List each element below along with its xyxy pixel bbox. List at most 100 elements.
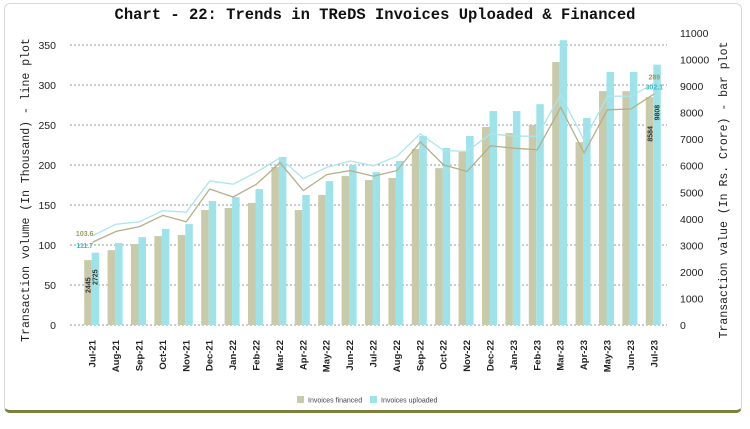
bar-financed [365, 180, 373, 325]
bar-data-label: 9808 [654, 105, 661, 121]
bar-uploaded [302, 194, 310, 325]
x-tick-label: Jan-23 [509, 340, 520, 370]
bar-uploaded [278, 156, 287, 325]
left-tick-label: 300 [38, 80, 56, 92]
right-tick-label: 9000 [680, 81, 704, 93]
bar-financed [599, 91, 607, 325]
right-tick-label: 4000 [680, 214, 704, 226]
left-tick-label: 250 [38, 120, 56, 132]
bar-uploaded [372, 172, 380, 325]
bar-uploaded [138, 237, 146, 325]
bar-financed [107, 250, 116, 325]
x-tick-label: Mar-23 [556, 340, 567, 371]
right-tick-label: 5000 [680, 187, 704, 199]
left-tick-label: 100 [38, 240, 56, 252]
bar-uploaded [349, 164, 357, 325]
right-tick-label: 1000 [680, 293, 704, 305]
bar-financed [575, 142, 584, 325]
x-tick-label: Aug-22 [392, 340, 403, 372]
right-tick-label: 6000 [680, 161, 704, 173]
x-tick-label: Jun-22 [345, 340, 356, 371]
bar-uploaded [466, 135, 474, 325]
right-tick-label: 3000 [680, 240, 704, 252]
x-tick-label: May-22 [322, 340, 333, 372]
bar-uploaded [536, 104, 544, 325]
bar-financed [224, 207, 233, 325]
x-tick-label: Sep-21 [135, 339, 146, 371]
x-tick-label: Jul-22 [369, 340, 380, 367]
x-tick-label: Aug-21 [111, 339, 122, 372]
x-tick-label: Feb-23 [532, 340, 543, 371]
bar-uploaded [559, 40, 568, 326]
bar-financed [318, 194, 326, 325]
bar-uploaded [583, 117, 591, 325]
x-tick-label: Oct-21 [158, 339, 169, 369]
right-axis-label: Transaction value (In Rs. Crore) - bar p… [718, 42, 731, 339]
x-tick-label: Dec-21 [205, 339, 216, 371]
x-tick-label: Apr-22 [298, 340, 309, 370]
chart-frame [4, 3, 742, 413]
bar-data-label: 2445 [86, 277, 93, 293]
bar-uploaded [512, 111, 521, 325]
bar-uploaded [208, 201, 217, 325]
bar-uploaded [395, 160, 404, 325]
right-tick-label: 0 [680, 320, 686, 332]
bar-financed [458, 151, 467, 325]
bar-uploaded [232, 197, 240, 325]
x-tick-label: Nov-22 [462, 340, 473, 372]
bar-uploaded [185, 224, 193, 325]
x-tick-label: May-23 [603, 340, 614, 372]
bar-data-label: 8584 [647, 126, 654, 142]
x-tick-label: Jun-23 [626, 340, 637, 371]
legend-swatch [297, 396, 304, 403]
bar-financed [248, 202, 256, 325]
bar-financed [552, 61, 560, 326]
left-tick-label: 150 [38, 200, 56, 212]
bar-financed [622, 91, 630, 325]
line-data-label: 289 [648, 74, 660, 81]
x-tick-label: Mar-22 [275, 340, 286, 371]
bar-financed [201, 210, 209, 325]
bar-uploaded [419, 135, 427, 325]
line-data-label: 302.1 [646, 84, 664, 91]
bar-financed [84, 260, 92, 325]
bar-uploaded [255, 189, 263, 325]
right-tick-label: 8000 [680, 108, 704, 120]
bar-financed [482, 126, 490, 325]
bar-financed [294, 210, 303, 325]
bar-financed [271, 167, 279, 325]
bar-financed [341, 176, 350, 325]
legend-label: Invoices financed [308, 398, 362, 405]
left-tick-label: 350 [38, 40, 56, 52]
bar-uploaded [606, 72, 614, 325]
legend-swatch [370, 396, 377, 403]
bar-financed [154, 236, 162, 325]
bar-uploaded [653, 64, 661, 325]
bar-financed [645, 97, 654, 325]
x-tick-label: Oct-22 [439, 340, 450, 370]
bar-financed [388, 177, 396, 325]
x-tick-label: Feb-22 [252, 340, 263, 371]
bar-uploaded [115, 242, 123, 325]
bar-uploaded [91, 252, 100, 325]
bar-data-label: 2725 [93, 269, 100, 285]
bar-uploaded [161, 228, 170, 325]
left-tick-label: 50 [44, 280, 56, 292]
x-tick-label: Jan-22 [228, 340, 239, 370]
bar-uploaded [489, 111, 497, 325]
line-data-label: 111.7 [76, 243, 93, 250]
right-tick-label: 2000 [680, 267, 704, 279]
x-tick-label: Jul-21 [88, 339, 99, 367]
bar-uploaded [629, 72, 638, 325]
right-tick-label: 7000 [680, 134, 704, 146]
bar-financed [131, 244, 139, 325]
bar-financed [528, 125, 537, 325]
right-tick-label: 10000 [680, 55, 709, 67]
x-tick-label: Dec-22 [486, 340, 497, 371]
left-tick-label: 200 [38, 160, 56, 172]
x-tick-label: Jul-23 [649, 340, 660, 367]
right-tick-label: 11000 [680, 28, 709, 40]
x-tick-label: Apr-23 [579, 340, 590, 370]
line-data-label: 103.6 [76, 231, 94, 238]
